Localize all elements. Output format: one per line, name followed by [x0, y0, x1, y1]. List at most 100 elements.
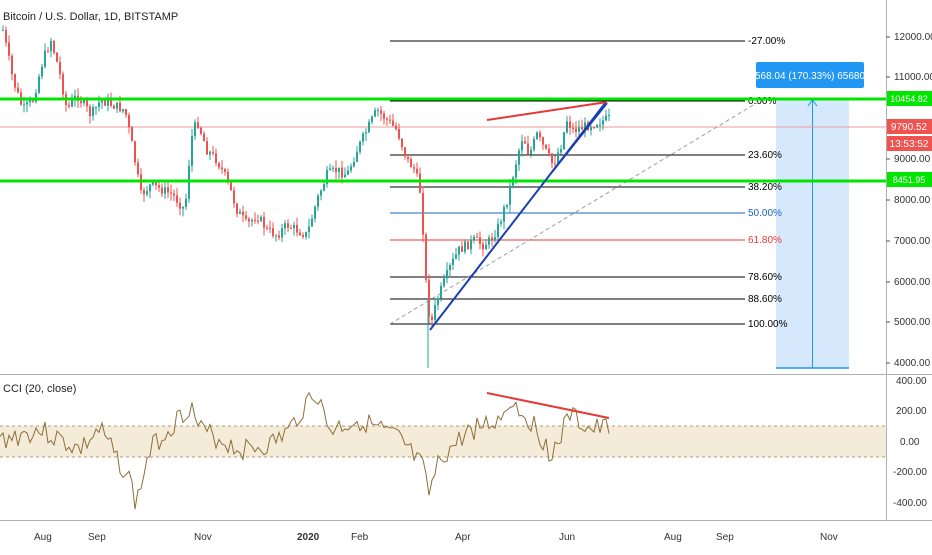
candle-body: [101, 100, 103, 103]
candle-body: [506, 204, 508, 207]
candle-body: [464, 241, 466, 252]
candle-body: [284, 223, 286, 229]
candle-body: [290, 227, 292, 229]
cci-band: [0, 426, 886, 457]
candle-body: [53, 41, 55, 53]
candle-body: [599, 124, 601, 126]
wedge-resistance-trendline[interactable]: [486, 101, 608, 121]
candle-body: [533, 138, 535, 150]
candle-body: [440, 285, 442, 299]
fib-label-100: 100.00%: [748, 319, 788, 330]
candle-body: [89, 106, 91, 116]
candle-body: [299, 232, 301, 236]
candle-body: [566, 121, 568, 133]
candle-body: [524, 141, 526, 144]
candle-body: [32, 99, 34, 102]
candle-body: [545, 144, 547, 149]
wedge-support-trendline[interactable]: [551, 102, 608, 173]
candlestick-series[interactable]: [2, 25, 610, 368]
cci-line[interactable]: [0, 391, 610, 510]
candle-body: [176, 195, 178, 203]
candle-body: [605, 115, 607, 121]
candle-body: [455, 254, 457, 259]
candle-body: [230, 180, 232, 191]
candle-body: [206, 141, 208, 155]
candle-body: [332, 167, 334, 169]
time-tick-apr: Apr: [455, 532, 471, 543]
measure-label-box: [756, 62, 864, 88]
candle-body: [479, 237, 481, 244]
cci-tick-200: 200.00: [896, 406, 927, 417]
cci-divergence-trendline[interactable]: [486, 392, 610, 419]
candle-body: [443, 278, 445, 286]
price-tick-8000: 8000.00: [894, 195, 931, 206]
candle-body: [14, 74, 16, 88]
candle-body: [536, 132, 538, 139]
candle-body: [383, 113, 385, 119]
candle-body: [581, 127, 583, 130]
candle-body: [308, 226, 310, 232]
price-axis[interactable]: 12000.00 11000.00 9000.00 8000.00 7000.0…: [886, 32, 932, 369]
candle-body: [368, 121, 370, 133]
candle-body: [488, 237, 490, 245]
candle-body: [200, 127, 202, 134]
cci-tick-neg400: -400.00: [893, 498, 927, 509]
candle-body: [377, 110, 379, 112]
candle-body: [221, 167, 223, 170]
candle-body: [389, 119, 391, 121]
candle-body: [29, 99, 31, 103]
candle-body: [401, 138, 403, 148]
candle-body: [449, 264, 451, 271]
candle-body: [503, 206, 505, 222]
lower-level-badge: [887, 172, 932, 187]
price-tick-9000: 9000.00: [894, 154, 931, 165]
candle-body: [158, 185, 160, 188]
candle-body: [338, 167, 340, 173]
candle-body: [521, 141, 523, 151]
candle-body: [386, 118, 388, 120]
candle-body: [554, 163, 556, 165]
time-tick-nov: Nov: [194, 532, 212, 543]
candle-body: [155, 181, 157, 186]
candle-body: [359, 141, 361, 152]
candle-body: [572, 127, 574, 129]
candle-body: [263, 216, 265, 228]
candle-body: [485, 244, 487, 250]
fib-label-236: 23.60%: [748, 150, 782, 161]
candle-body: [218, 163, 220, 168]
candle-body: [530, 149, 532, 155]
candle-body: [584, 122, 586, 130]
candle-body: [125, 109, 127, 115]
candle-body: [578, 127, 580, 132]
fib-label-neg27: -27.00%: [748, 36, 785, 47]
indicator-title[interactable]: CCI (20, close): [3, 383, 76, 395]
candle-body: [116, 102, 118, 109]
candle-body: [563, 132, 565, 150]
time-tick-feb: Feb: [351, 532, 369, 543]
candle-body: [293, 224, 295, 229]
candle-body: [527, 143, 529, 155]
symbol-title[interactable]: Bitcoin / U.S. Dollar, 1D, BITSTAMP: [3, 11, 178, 23]
candle-body: [83, 100, 85, 104]
candle-body: [23, 104, 25, 106]
candle-body: [122, 109, 124, 112]
candle-body: [134, 141, 136, 163]
price-tick-4000: 4000.00: [894, 358, 931, 369]
candle-body: [5, 29, 7, 43]
lower-level-value: 8451.95: [893, 175, 926, 185]
candle-body: [197, 122, 199, 128]
candle-body: [287, 223, 289, 228]
cci-axis[interactable]: 400.00 200.00 0.00 -200.00 -400.00: [893, 376, 927, 509]
candle-body: [128, 114, 130, 128]
fib-trend-line[interactable]: [389, 100, 761, 325]
time-axis[interactable]: Aug Sep Nov 2020 Feb Apr Jun Aug Sep Nov: [34, 532, 838, 543]
candle-body: [596, 124, 598, 128]
candle-body: [146, 191, 148, 195]
fib-retracement[interactable]: -27.00% 0.00% 23.60% 38.20% 50.00% 61.80…: [390, 36, 788, 330]
candle-body: [515, 164, 517, 178]
candle-body: [407, 156, 409, 160]
candle-body: [11, 55, 13, 75]
candle-body: [551, 153, 553, 164]
